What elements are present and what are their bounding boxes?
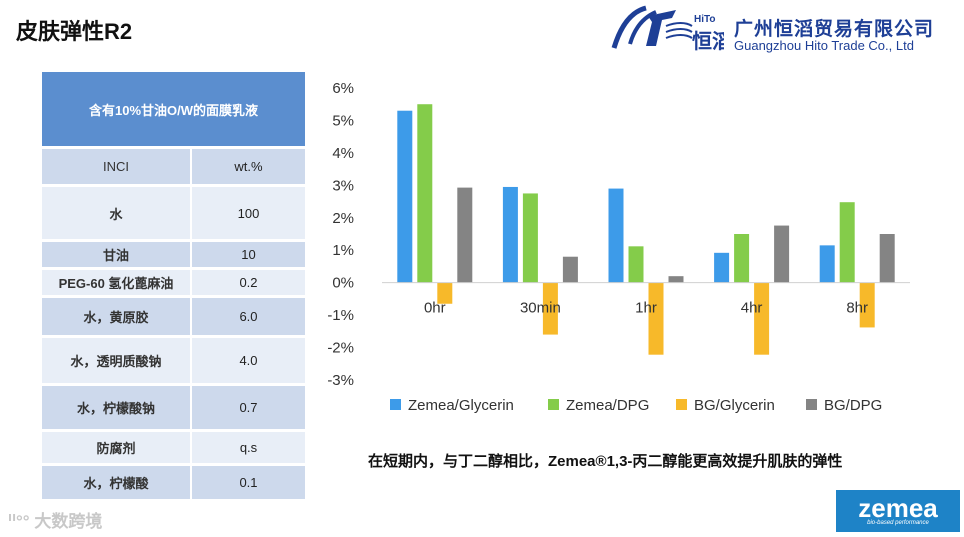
company-logo: HiTo 恒滔 广州恒滔贸易有限公司 Guangzhou Hito Trade … [606, 4, 946, 56]
company-name-en: Guangzhou Hito Trade Co., Ltd [734, 38, 914, 53]
y-tick-label: 2% [332, 210, 354, 227]
legend-swatch [676, 399, 687, 410]
table-row: 水 100 [42, 184, 305, 239]
watermark: ᐦ°° 大数跨境 [8, 507, 102, 532]
bar-bg-glycerin [648, 282, 664, 355]
watermark-text: 大数跨境 [34, 512, 103, 531]
inci-column-header: INCI [42, 149, 192, 184]
bar-bg-glycerin [437, 282, 453, 304]
y-tick-label: 5% [332, 112, 354, 129]
bar-bg-dpg [879, 234, 895, 283]
slide-title: 皮肤弹性R2 [16, 19, 133, 44]
ingredient-value: 6.0 [239, 309, 258, 324]
legend-swatch [548, 399, 559, 410]
bar-zemea-glycerin [819, 245, 835, 283]
zemea-brand-logo: zemea bio-based performance [836, 490, 960, 532]
brand-name: zemea [858, 493, 938, 523]
table-row: 防腐剂 q.s [42, 429, 305, 463]
table-header: 含有10%甘油O/W的面膜乳液 [42, 72, 305, 146]
bar-zemea-dpg [734, 234, 750, 283]
ingredient-name: 水 [42, 187, 192, 239]
bar-bg-glycerin [542, 282, 558, 335]
chart-caption: 在短期内，与丁二醇相比，Zemea®1,3-丙二醇能更高效提升肌肤的弹性 [368, 453, 843, 470]
table-row: 甘油 10 [42, 239, 305, 267]
table-row: PEG-60 氢化蓖麻油 0.2 [42, 267, 305, 295]
table-row: 水，透明质酸钠 4.0 [42, 335, 305, 383]
legend-swatch [390, 399, 401, 410]
legend-label: Zemea/Glycerin [408, 397, 514, 414]
bar-zemea-dpg [417, 104, 433, 283]
ingredient-name: 水，透明质酸钠 [42, 338, 192, 383]
table-row: 水，柠檬酸 0.1 [42, 463, 305, 499]
legend-swatch [806, 399, 817, 410]
ingredient-value: 100 [237, 205, 260, 221]
ingredient-value: 4.0 [239, 353, 258, 368]
category-label: 8hr [846, 300, 868, 317]
ingredient-value: q.s [239, 440, 258, 455]
y-tick-label: 1% [332, 242, 354, 259]
table-row: 水，柠檬酸钠 0.7 [42, 383, 305, 429]
bar-bg-glycerin [754, 282, 770, 355]
bar-zemea-dpg [839, 202, 855, 283]
ingredient-value: 0.7 [239, 400, 258, 415]
ingredient-name: PEG-60 氢化蓖麻油 [42, 270, 192, 295]
bar-bg-dpg [668, 276, 684, 283]
bar-bg-glycerin [859, 282, 875, 328]
category-label: 1hr [635, 300, 657, 317]
y-tick-label: -1% [327, 307, 354, 324]
bar-zemea-glycerin [502, 186, 518, 283]
category-label: 0hr [424, 300, 446, 317]
ingredient-value: 0.1 [239, 475, 258, 490]
table-row: 水，黄原胶 6.0 [42, 295, 305, 335]
watermark-icon: ᐦ°° [8, 512, 30, 531]
bar-bg-dpg [562, 256, 578, 283]
table-header-row: INCI wt.% [42, 146, 305, 184]
bar-chart: 6% 5% 4% 3% 2% 1% 0% -1% -2% -3% 0hr 30min 1hr 4hr 8hr… [327, 80, 910, 414]
legend-label: BG/Glycerin [694, 397, 775, 414]
logo-mark-small: HiTo [694, 14, 715, 25]
bar-zemea-dpg [628, 246, 644, 283]
bar-zemea-dpg [522, 193, 538, 283]
ingredient-name: 水，柠檬酸 [42, 466, 192, 499]
ingredient-name: 甘油 [42, 242, 192, 267]
y-tick-label: 0% [332, 275, 354, 292]
brand-tagline: bio-based performance [867, 520, 929, 526]
company-name-cn: 广州恒滔贸易有限公司 [734, 19, 935, 40]
y-tick-label: -2% [327, 340, 354, 357]
ingredient-value: 0.2 [239, 275, 258, 290]
category-label: 30min [520, 300, 561, 317]
bar-bg-dpg [774, 225, 790, 283]
y-tick-label: 4% [332, 145, 354, 162]
bar-zemea-glycerin [714, 252, 730, 283]
y-tick-label: -3% [327, 372, 354, 389]
hito-logo-icon: HiTo 恒滔 [611, 5, 724, 53]
legend-label: BG/DPG [824, 397, 882, 414]
wt-column-header: wt.% [234, 159, 263, 174]
bar-zemea-glycerin [397, 110, 413, 283]
ingredient-name: 防腐剂 [42, 432, 192, 463]
formula-table: 含有10%甘油O/W的面膜乳液 INCI wt.% 水 100 甘油 10 PE… [42, 72, 305, 499]
legend-label: Zemea/DPG [566, 397, 649, 414]
bar-bg-dpg [457, 187, 473, 283]
category-label: 4hr [741, 300, 763, 317]
ingredient-value: 10 [241, 247, 256, 262]
y-tick-label: 3% [332, 177, 354, 194]
ingredient-name: 水，柠檬酸钠 [42, 386, 192, 429]
y-tick-label: 6% [332, 80, 354, 97]
logo-mark-text: 恒滔 [692, 29, 724, 53]
ingredient-name: 水，黄原胶 [42, 298, 192, 335]
bar-zemea-glycerin [608, 188, 624, 283]
